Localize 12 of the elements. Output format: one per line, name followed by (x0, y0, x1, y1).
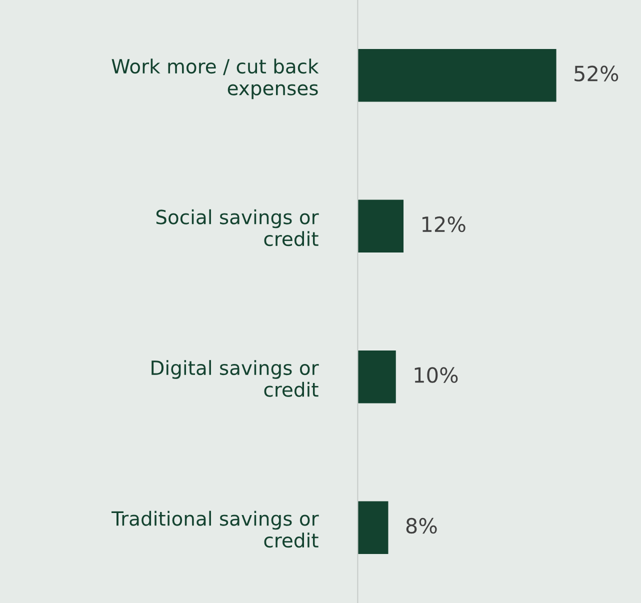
data-label: 52% (574, 66, 618, 82)
y-tick-label: Social savings or credit (156, 209, 319, 246)
y-tick-label: Digital savings or credit (152, 360, 319, 397)
data-label: 8% (406, 518, 437, 534)
bar (358, 200, 404, 253)
data-label: 10% (414, 367, 458, 383)
bar (358, 501, 388, 554)
data-label: 12% (422, 216, 466, 232)
y-tick-label: Traditional savings or credit (112, 510, 319, 548)
bar (358, 48, 556, 102)
bar (358, 350, 396, 404)
y-tick-label: Work more / cut back expenses (112, 58, 319, 100)
